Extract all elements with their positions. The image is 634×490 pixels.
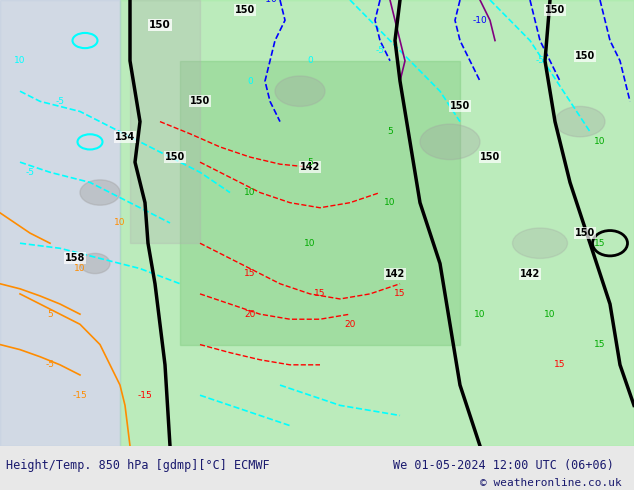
- Text: 142: 142: [520, 269, 540, 279]
- Text: 15: 15: [594, 340, 605, 349]
- Text: -15: -15: [73, 391, 87, 400]
- Text: 142: 142: [385, 269, 405, 279]
- Text: 158: 158: [65, 253, 85, 264]
- Text: 150: 150: [190, 97, 210, 106]
- Text: 5: 5: [387, 127, 393, 136]
- Ellipse shape: [275, 76, 325, 106]
- Ellipse shape: [80, 253, 110, 273]
- Text: 150: 150: [575, 51, 595, 61]
- Text: 20: 20: [244, 310, 256, 318]
- Text: 10: 10: [74, 264, 86, 273]
- Text: Height/Temp. 850 hPa [gdmp][°C] ECMWF: Height/Temp. 850 hPa [gdmp][°C] ECMWF: [6, 459, 270, 472]
- Text: 150: 150: [149, 21, 171, 30]
- Text: -5: -5: [56, 97, 65, 106]
- Bar: [180, 61, 460, 344]
- Ellipse shape: [80, 180, 120, 205]
- Text: -10: -10: [472, 16, 488, 25]
- Text: 134: 134: [115, 132, 135, 142]
- Text: -15: -15: [138, 391, 152, 400]
- Text: 15: 15: [244, 269, 256, 278]
- Text: 5: 5: [47, 310, 53, 318]
- Polygon shape: [130, 0, 200, 243]
- Bar: [120, 0, 634, 446]
- Text: We 01-05-2024 12:00 UTC (06+06): We 01-05-2024 12:00 UTC (06+06): [393, 459, 614, 472]
- Bar: [0, 0, 120, 446]
- Text: © weatheronline.co.uk: © weatheronline.co.uk: [479, 478, 621, 489]
- Text: 150: 150: [545, 5, 565, 15]
- Text: -5: -5: [46, 360, 55, 369]
- Text: 10: 10: [14, 56, 26, 65]
- Text: 10: 10: [544, 310, 556, 318]
- Text: 10: 10: [114, 219, 126, 227]
- Ellipse shape: [555, 106, 605, 137]
- Ellipse shape: [420, 124, 480, 160]
- Text: 0: 0: [247, 76, 253, 86]
- Text: -5: -5: [536, 56, 545, 65]
- Text: -5: -5: [25, 168, 34, 177]
- Text: 5: 5: [307, 158, 313, 167]
- Text: 150: 150: [575, 228, 595, 238]
- Text: -10: -10: [262, 0, 278, 4]
- Text: -5: -5: [375, 46, 384, 55]
- Text: 10: 10: [244, 188, 256, 197]
- Text: 15: 15: [394, 290, 406, 298]
- Text: 150: 150: [450, 101, 470, 111]
- Text: 10: 10: [474, 310, 486, 318]
- Text: 150: 150: [235, 5, 255, 15]
- Text: 15: 15: [554, 360, 566, 369]
- Text: 150: 150: [165, 152, 185, 162]
- Text: 10: 10: [384, 198, 396, 207]
- Text: 15: 15: [594, 239, 605, 248]
- Ellipse shape: [512, 228, 567, 258]
- Text: 142: 142: [300, 162, 320, 172]
- Text: 150: 150: [480, 152, 500, 162]
- Text: 20: 20: [344, 320, 356, 329]
- Text: 0: 0: [307, 56, 313, 65]
- Text: 10: 10: [304, 239, 316, 248]
- Text: 10: 10: [594, 137, 605, 147]
- Text: 15: 15: [314, 290, 326, 298]
